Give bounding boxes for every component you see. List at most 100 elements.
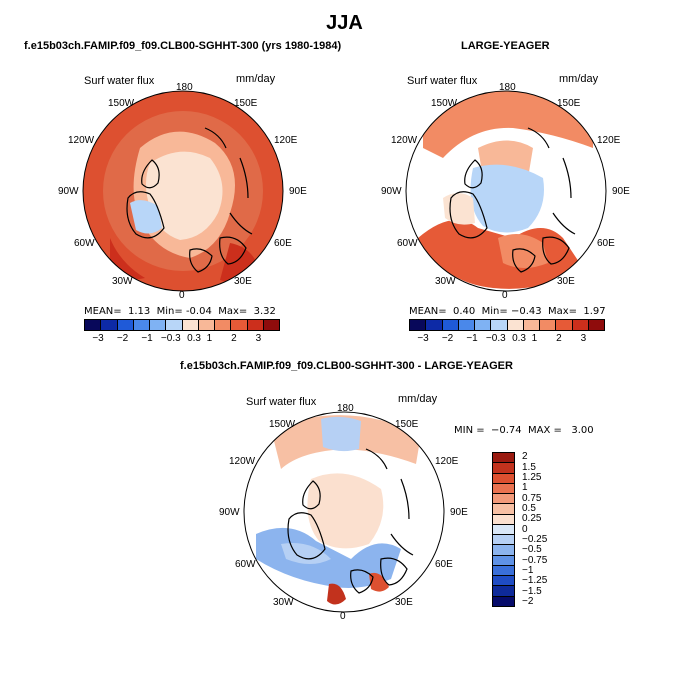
panel2-pacific-region [423,91,593,158]
panel3-lon-30w: 30W [273,597,294,608]
panel2-lon-60w: 60W [397,238,418,249]
panel2-var-label: Surf water flux [407,75,478,87]
colorbar-swatch [426,320,443,330]
colorbar-tick-label: −0.3 [485,333,506,344]
figure-title: JJA [326,12,363,34]
colorbar-swatch [133,320,150,330]
colorbar-tick-label: −1.25 [522,575,548,587]
colorbar-tick-label: −0.5 [522,544,542,556]
panel2-min-value: −0.43 [510,306,542,317]
panel2-stats: MEAN= 0.40 Min= −0.43 Max= 1.97 [409,306,606,317]
colorbar-swatch [493,565,514,577]
colorbar-swatch [507,320,524,330]
colorbar-swatch [247,320,264,330]
colorbar-swatch [493,483,514,495]
panel1-lon-150e: 150E [234,98,258,109]
colorbar-tick-label: 1.25 [522,471,542,483]
colorbar-swatch [493,514,514,525]
panel3-lon-90e: 90E [450,507,468,518]
panel1-lon-90e: 90E [289,186,307,197]
panel2-lon-30e: 30E [557,276,575,287]
panel2-atlantic-region [418,220,583,289]
panel2-lon-120w: 120W [391,135,418,146]
colorbar-swatch [231,320,248,330]
colorbar-swatch [117,320,134,330]
panel1-map [82,90,284,292]
colorbar-swatch [572,320,589,330]
colorbar-tick-label: 0.3 [512,333,526,344]
panel1-lon-150w: 150W [108,98,135,109]
colorbar-tick-label: −2 [441,333,454,344]
panel1-units: mm/day [236,73,276,85]
colorbar-tick-label: 1.5 [522,461,536,473]
panel2-lon-150e: 150E [557,98,581,109]
panel3-arctic-ocean [307,473,384,549]
panel1-stats: MEAN= 1.13 Min= -0.04 Max= 3.32 [84,306,276,317]
panel2-arctic-ocean [470,164,544,233]
colorbar-swatch [493,545,514,556]
panel2-lon-120e: 120E [597,135,621,146]
colorbar-swatch [493,535,514,546]
panel1-mean-label: MEAN= [84,306,122,317]
panel3-lon-60w: 60W [235,559,256,570]
colorbar-tick-label: 2 [522,451,528,463]
colorbar-tick-label: −0.3 [160,333,181,344]
panel3-lon-120w: 120W [229,456,256,467]
colorbar-tick-label: 2 [556,333,562,344]
panel3-iceland-positive [327,583,346,605]
panel2-coastlines [449,127,576,273]
panel3-colorbar [492,452,515,607]
colorbar-swatch [588,320,604,330]
panel2-lon-150w: 150W [431,98,458,109]
panel2-max-value: 1.97 [583,306,606,317]
colorbar-tick-label: 1 [522,482,528,494]
panel3-lon-30e: 30E [395,597,413,608]
panel1-lon-30w: 30W [112,276,133,287]
colorbar-swatch [491,320,508,330]
panel2-units: mm/day [559,73,599,85]
colorbar-tick-label: −3 [417,333,429,344]
panel2-lon-60e: 60E [597,238,615,249]
panel1-lon-30e: 30E [234,276,252,287]
colorbar-tick-label: −1 [522,564,534,576]
colorbar-tick-label: 0.25 [522,513,542,525]
colorbar-tick-label: 0.3 [187,333,201,344]
panel2-lon-90e: 90E [612,186,630,197]
panel3-lon-180: 180 [337,403,354,414]
colorbar-tick-label: 3 [255,333,262,344]
panel2-lon-180: 180 [499,82,516,93]
colorbar-swatch [493,473,514,484]
colorbar-tick-label: 0.5 [522,502,536,514]
colorbar-tick-label: 0.75 [522,492,542,504]
panel2-mean-label: MEAN= [409,306,447,317]
colorbar-tick-label: 1 [206,333,213,344]
colorbar-tick-label: 2 [231,333,237,344]
colorbar-swatch [215,320,232,330]
panel3-lon-150e: 150E [395,419,419,430]
panel3-coastlines [287,448,414,594]
panel3-lon-0: 0 [340,611,346,622]
colorbar-swatch [493,463,514,474]
colorbar-swatch [101,320,118,330]
panel3-bering-region [321,416,361,452]
panel3-heading: f.e15b03ch.FAMIP.f09_f09.CLB00-SGHHT-300… [180,360,513,372]
colorbar-swatch [493,504,514,515]
panel2-colorbar-ticks: −3 −2 −1 −0.3 0.3 1 2 3 [409,333,605,345]
panel2-lon-30w: 30W [435,276,456,287]
colorbar-swatch [458,320,475,330]
panel1-lon-90w: 90W [58,186,79,197]
panel1-min-value: -0.04 [185,306,212,317]
colorbar-swatch [493,586,514,597]
panel2-map [405,90,607,292]
colorbar-swatch [410,320,427,330]
panel3-lon-150w: 150W [269,419,296,430]
panel1-lon-60w: 60W [74,238,95,249]
panel1-coastlines [126,127,253,273]
colorbar-swatch [182,320,199,330]
panel3-lon-120e: 120E [435,456,459,467]
panel2-colorbar [409,319,605,331]
panel2-max-label: Max= [547,306,578,317]
panel2-mean-value: 0.40 [453,306,476,317]
panel3-units: mm/day [398,393,438,405]
colorbar-tick-label: −1.5 [522,585,542,597]
